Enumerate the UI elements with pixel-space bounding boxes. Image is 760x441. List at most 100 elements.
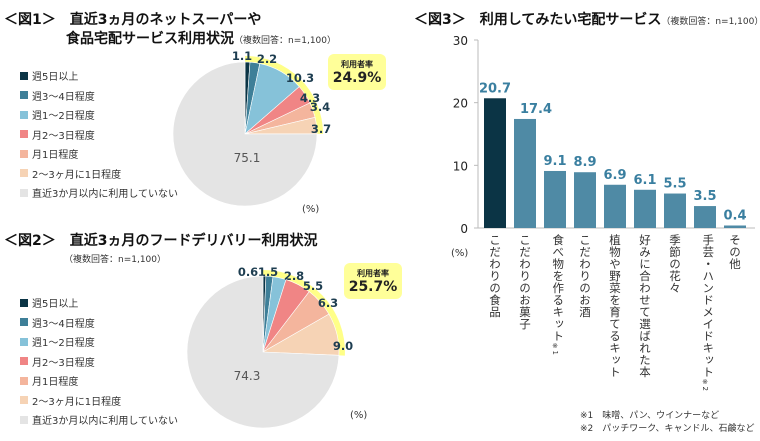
- slice-value-label: 2.2: [257, 52, 277, 66]
- legend-label: 週3～4日程度: [32, 318, 95, 330]
- bar: [664, 193, 686, 228]
- legend-swatch: [20, 110, 28, 119]
- fig1-title-line2: 食品宅配サービス利用状況（複数回答：n=1,100）: [66, 28, 336, 48]
- slice-value-label: 6.3: [318, 296, 338, 310]
- legend-swatch: [20, 91, 28, 100]
- category-label: こだわりのお菓子: [518, 234, 532, 330]
- fig2-callout-value: 25.7%: [348, 279, 398, 295]
- bar: [634, 189, 656, 228]
- legend-label: 月1日程度: [32, 377, 79, 389]
- legend-item: 週3～4日程度: [20, 86, 178, 106]
- legend-swatch: [20, 357, 28, 366]
- slice-value-label: 1.5: [258, 265, 278, 279]
- slice-value-label: 4.3: [300, 91, 320, 105]
- bar-value-label: 0.4: [723, 208, 746, 223]
- fig3-title-text: ＜図3＞ 利用してみたい宅配サービス: [414, 12, 662, 28]
- footnote-mark: ※1: [551, 342, 559, 356]
- fig2-callout: 利用者率 25.7%: [344, 263, 402, 299]
- legend-item: 月2～3日程度: [20, 352, 178, 372]
- fig3-ylabel: (%): [451, 248, 469, 259]
- legend-swatch: [20, 188, 28, 197]
- bar: [724, 225, 746, 228]
- slice-value-label: 1.1: [232, 49, 252, 63]
- fig1-unit: (%): [302, 204, 320, 215]
- footnote-2: ※2 パッチワーク、キャンドル、石鹸など: [580, 424, 755, 434]
- category-label: 季節の花々: [668, 234, 682, 294]
- fig1-callout-value: 24.9%: [332, 70, 382, 86]
- legend-label: 2～3ヶ月に1日程度: [32, 396, 122, 408]
- legend-label: 週5日以上: [32, 299, 79, 311]
- legend-label: 週1～2日程度: [32, 111, 95, 123]
- fig2-pie: 0.6 1.5 2.85.5 6.3 9.0 74.3: [186, 265, 353, 429]
- legend-label: 週1～2日程度: [32, 338, 95, 350]
- category-text: こだわりの食品: [488, 234, 502, 318]
- fig3-bar-chart: 0 10 20 30 20.7 17.4 9.1 8.9 6.9 6.1 5.5 3.5 0.4: [453, 34, 755, 236]
- bar: [574, 172, 596, 228]
- category-text: こだわりのお菓子: [518, 234, 532, 330]
- fig2-legend: 週5日以上週3～4日程度 週1～2日程度 月2～3日程度 月1日程度 2～3ヶ月に1日程…: [20, 293, 178, 430]
- fig2-callout-label: 利用者率: [357, 269, 389, 278]
- legend-swatch: [20, 376, 28, 385]
- legend-label: 直近3か月以内に利用していない: [32, 189, 179, 201]
- category-text: その他: [728, 234, 742, 270]
- legend-item: 週1～2日程度: [20, 105, 178, 125]
- bar: [514, 118, 536, 228]
- legend-label: 月2～3日程度: [32, 357, 95, 369]
- legend-label: 月1日程度: [32, 150, 79, 162]
- legend-item: 直近3か月以内に利用していない: [20, 183, 178, 203]
- legend-item: 2～3ヶ月に1日程度: [20, 164, 178, 184]
- legend-item: 月1日程度: [20, 371, 178, 391]
- legend-label: 2～3ヶ月に1日程度: [32, 169, 122, 181]
- category-label: その他: [728, 234, 742, 270]
- category-label: 食べ物を作るキット※1: [548, 234, 565, 355]
- legend-item: 直近3か月以内に利用していない: [20, 410, 178, 430]
- category-text: 食べ物を作るキット: [551, 234, 566, 342]
- bar-value-label: 3.5: [693, 189, 716, 204]
- bar: [484, 98, 506, 228]
- fig1-callout-label: 利用者率: [341, 60, 373, 69]
- footnote-mark: ※2: [701, 378, 709, 392]
- fig1-title2: 食品宅配サービス利用状況: [66, 31, 234, 47]
- legend-swatch: [20, 130, 28, 139]
- category-text: 植物や野菜を育てるキット: [608, 234, 622, 378]
- category-text: こだわりのお酒: [578, 234, 592, 318]
- legend-item: 週5日以上: [20, 66, 178, 86]
- y-tick-label: 10: [453, 159, 468, 173]
- legend-item: 週3～4日程度: [20, 313, 178, 333]
- slice-value-label: 3.7: [311, 122, 331, 136]
- bar-value-label: 6.9: [603, 168, 626, 183]
- slice-value-label: 5.5: [303, 279, 323, 293]
- bar: [604, 184, 626, 228]
- fig1-note: （複数回答：n=1,100）: [234, 36, 337, 46]
- fig2-title: ＜図2＞ 直近3ヵ月のフードデリバリー利用状況: [4, 233, 318, 249]
- category-label: 手芸・ハンドメイドキット※2: [698, 234, 715, 391]
- bar-value-label: 5.5: [663, 177, 686, 192]
- legend-swatch: [20, 149, 28, 158]
- fig2-unit: (%): [350, 410, 368, 421]
- y-tick-label: 20: [453, 97, 468, 111]
- bar-value-label: 6.1: [633, 173, 656, 188]
- fig3-title: ＜図3＞ 利用してみたい宅配サービス（複数回答：n=1,100）: [414, 9, 760, 29]
- legend-swatch: [20, 337, 28, 346]
- legend-label: 週5日以上: [32, 72, 79, 84]
- slice-value-label: 0.6: [238, 265, 258, 279]
- legend-swatch: [20, 415, 28, 424]
- category-label: こだわりのお酒: [578, 234, 592, 318]
- slice-value-label: 2.8: [284, 269, 304, 283]
- slice-value-label: 10.3: [286, 71, 314, 85]
- fig2-note: （複数回答：n=1,100）: [64, 255, 167, 265]
- bar-value-label: 8.9: [573, 155, 596, 170]
- category-text: 手芸・ハンドメイドキット: [701, 234, 716, 378]
- category-label: 好みに合わせて選ばれた本: [638, 234, 652, 378]
- bar: [544, 170, 566, 228]
- legend-swatch: [20, 396, 28, 405]
- slice-value-label: 3.4: [310, 100, 330, 114]
- legend-item: 週1～2日程度: [20, 332, 178, 352]
- y-tick-label: 0: [460, 222, 468, 236]
- y-tick-label: 30: [453, 34, 468, 48]
- pie-slice: [172, 61, 318, 207]
- bar-value-label: 17.4: [520, 102, 552, 117]
- fig1-legend: 週5日以上 週3～4日程度 週1～2日程度 月2～3日程度 月1日程度 2～3ヶ月に1日程…: [20, 66, 178, 203]
- category-text: 季節の花々: [668, 234, 682, 294]
- bar: [694, 206, 716, 228]
